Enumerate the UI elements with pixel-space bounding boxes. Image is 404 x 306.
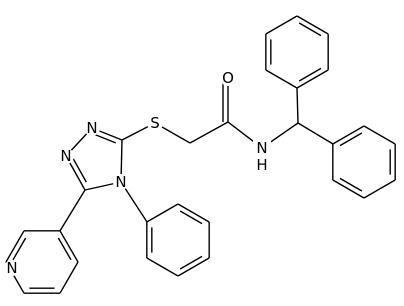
atom-label: S <box>150 114 160 132</box>
atom-label: H <box>256 156 267 174</box>
bond <box>179 255 203 270</box>
label-bg <box>220 70 236 86</box>
bond <box>297 122 334 145</box>
label-bg <box>58 148 74 164</box>
bond <box>296 87 299 124</box>
bond <box>363 125 396 145</box>
atom-label: O <box>222 69 234 87</box>
label-bg <box>84 120 100 136</box>
atom-label: N <box>86 119 97 137</box>
bond <box>59 189 86 232</box>
bond <box>12 237 27 261</box>
atom-labels: O N H S N N N N <box>4 69 271 277</box>
bond <box>179 210 203 225</box>
label-bg <box>4 260 20 276</box>
atom-label: N <box>115 173 126 191</box>
label-bg <box>253 139 271 173</box>
bond <box>296 69 329 89</box>
bond <box>265 69 298 89</box>
bond <box>332 179 365 199</box>
bond <box>146 257 179 277</box>
bond <box>146 203 179 223</box>
atom-label: N <box>60 147 71 165</box>
bond <box>189 121 229 144</box>
bond <box>177 203 210 223</box>
atom-label: N <box>256 139 267 157</box>
bond <box>72 157 87 183</box>
bond <box>5 230 25 263</box>
bond <box>332 125 365 145</box>
bond <box>298 67 322 82</box>
bond <box>339 132 363 147</box>
bond <box>177 257 210 277</box>
bond <box>296 15 329 35</box>
atom-label: N <box>6 259 17 277</box>
bond <box>363 179 396 199</box>
bond <box>57 237 72 261</box>
label-bg <box>147 115 163 131</box>
bond <box>59 230 79 263</box>
bond <box>298 22 322 37</box>
label-bg <box>113 174 129 190</box>
bond <box>339 177 363 192</box>
bond <box>94 133 117 144</box>
bond <box>59 261 79 294</box>
bond <box>265 15 298 35</box>
